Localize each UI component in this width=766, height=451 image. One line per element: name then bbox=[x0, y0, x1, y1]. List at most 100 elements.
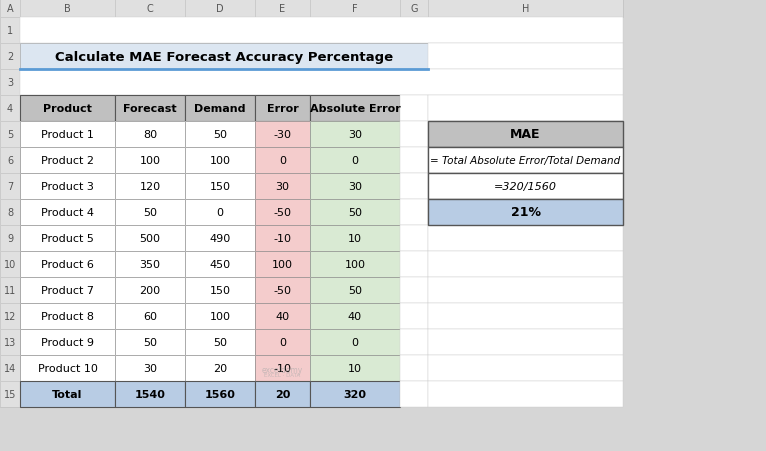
Bar bbox=[185, 355, 255, 381]
Bar bbox=[400, 0, 428, 18]
Bar bbox=[428, 355, 623, 381]
Text: 80: 80 bbox=[143, 130, 157, 140]
Bar bbox=[310, 147, 400, 174]
Bar bbox=[255, 147, 310, 174]
Text: 60: 60 bbox=[143, 311, 157, 321]
Text: F: F bbox=[352, 4, 358, 14]
Text: 50: 50 bbox=[348, 285, 362, 295]
Bar bbox=[310, 226, 400, 252]
Text: Total: Total bbox=[52, 389, 83, 399]
Bar bbox=[400, 199, 428, 226]
Bar bbox=[185, 0, 255, 18]
Bar bbox=[255, 381, 310, 407]
Bar bbox=[115, 252, 185, 277]
Bar bbox=[20, 252, 115, 277]
Text: 100: 100 bbox=[345, 259, 365, 269]
Bar bbox=[310, 96, 400, 122]
Bar bbox=[0, 304, 20, 329]
Text: 50: 50 bbox=[213, 337, 227, 347]
Text: MAE: MAE bbox=[510, 128, 541, 141]
Bar bbox=[115, 355, 185, 381]
Text: Error: Error bbox=[267, 104, 299, 114]
Text: Product 5: Product 5 bbox=[41, 234, 94, 244]
Text: 100: 100 bbox=[139, 156, 161, 166]
Text: 21%: 21% bbox=[510, 206, 541, 219]
Text: 10: 10 bbox=[4, 259, 16, 269]
Text: Product 6: Product 6 bbox=[41, 259, 94, 269]
Bar bbox=[20, 0, 115, 18]
Bar bbox=[428, 381, 623, 407]
Bar bbox=[20, 277, 115, 304]
Text: 12: 12 bbox=[4, 311, 16, 321]
Bar bbox=[428, 277, 623, 304]
Bar bbox=[0, 44, 20, 70]
Text: 150: 150 bbox=[209, 182, 231, 192]
Bar bbox=[428, 96, 623, 122]
Bar bbox=[310, 199, 400, 226]
Text: Product 8: Product 8 bbox=[41, 311, 94, 321]
Text: 20: 20 bbox=[213, 363, 227, 373]
Bar bbox=[185, 304, 255, 329]
Bar bbox=[20, 44, 428, 70]
Bar bbox=[185, 199, 255, 226]
Bar bbox=[255, 226, 310, 252]
Bar bbox=[0, 44, 20, 70]
Bar bbox=[185, 381, 255, 407]
Bar bbox=[310, 252, 400, 277]
Bar bbox=[0, 96, 20, 122]
Text: Product 1: Product 1 bbox=[41, 130, 94, 140]
Bar bbox=[428, 122, 623, 147]
Bar bbox=[310, 252, 400, 277]
Bar bbox=[0, 0, 20, 18]
Bar bbox=[255, 355, 310, 381]
Bar bbox=[400, 252, 428, 277]
Bar bbox=[400, 277, 428, 304]
Bar bbox=[115, 304, 185, 329]
Bar bbox=[115, 199, 185, 226]
Bar bbox=[185, 96, 255, 122]
Text: 350: 350 bbox=[139, 259, 161, 269]
Text: Product: Product bbox=[43, 104, 92, 114]
Bar bbox=[428, 147, 623, 174]
Bar bbox=[185, 122, 255, 147]
Bar bbox=[310, 277, 400, 304]
Bar bbox=[185, 199, 255, 226]
Text: 13: 13 bbox=[4, 337, 16, 347]
Bar bbox=[310, 355, 400, 381]
Bar bbox=[20, 304, 115, 329]
Text: 30: 30 bbox=[348, 182, 362, 192]
Bar bbox=[115, 355, 185, 381]
Text: 150: 150 bbox=[209, 285, 231, 295]
Bar bbox=[255, 199, 310, 226]
Text: 4: 4 bbox=[7, 104, 13, 114]
Bar bbox=[428, 0, 623, 18]
Bar bbox=[428, 329, 623, 355]
Text: 30: 30 bbox=[348, 130, 362, 140]
Bar bbox=[428, 199, 623, 226]
Bar bbox=[0, 96, 20, 122]
Text: 1: 1 bbox=[7, 26, 13, 36]
Text: 0: 0 bbox=[217, 207, 224, 217]
Bar bbox=[20, 329, 115, 355]
Bar bbox=[0, 174, 20, 199]
Bar bbox=[115, 199, 185, 226]
Bar bbox=[115, 174, 185, 199]
Bar bbox=[0, 226, 20, 252]
Bar bbox=[428, 226, 623, 252]
Bar bbox=[115, 277, 185, 304]
Bar bbox=[428, 122, 623, 147]
Bar bbox=[255, 174, 310, 199]
Bar bbox=[400, 226, 428, 252]
Bar bbox=[255, 122, 310, 147]
Bar bbox=[400, 252, 428, 277]
Bar bbox=[255, 199, 310, 226]
Bar bbox=[185, 252, 255, 277]
Bar bbox=[310, 277, 400, 304]
Bar bbox=[310, 174, 400, 199]
Bar bbox=[428, 147, 623, 174]
Bar bbox=[115, 174, 185, 199]
Bar bbox=[115, 147, 185, 174]
Bar bbox=[428, 381, 623, 407]
Bar bbox=[310, 199, 400, 226]
Text: -30: -30 bbox=[273, 130, 292, 140]
